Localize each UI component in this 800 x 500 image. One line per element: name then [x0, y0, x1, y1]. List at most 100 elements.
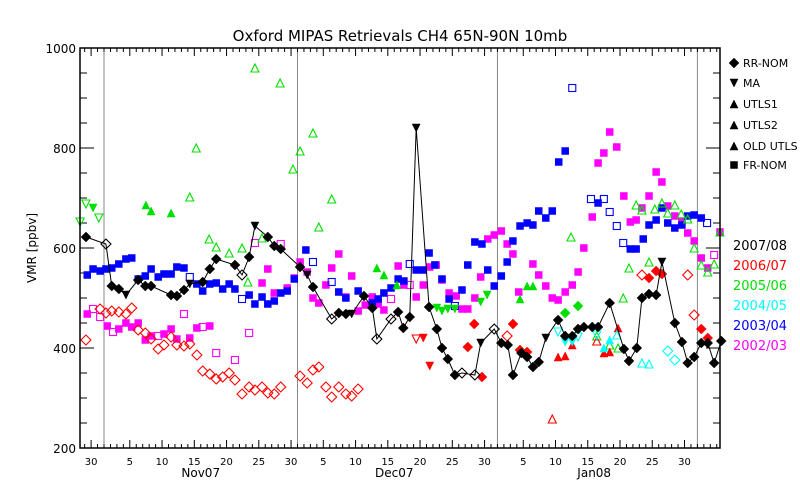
data-point	[354, 287, 362, 295]
data-point	[484, 266, 492, 274]
data-point	[521, 351, 533, 363]
legend-year-label: 2002/03	[733, 339, 787, 354]
data-point	[490, 282, 498, 290]
x-tick-label: 25	[646, 457, 659, 468]
data-point	[121, 290, 131, 300]
data-point	[251, 300, 259, 308]
data-point	[669, 317, 681, 329]
x-tick-label: 30	[285, 457, 298, 468]
data-point	[462, 341, 474, 353]
data-point	[276, 289, 285, 297]
data-point	[125, 302, 138, 314]
data-point	[507, 318, 519, 330]
data-point	[166, 208, 176, 218]
data-point	[256, 381, 268, 393]
data-point	[160, 330, 168, 338]
data-point	[445, 295, 453, 303]
data-point	[697, 214, 706, 222]
data-point	[657, 197, 667, 208]
data-point	[158, 339, 170, 351]
data-point	[568, 281, 577, 289]
data-point	[327, 264, 336, 272]
month-label: Nov07	[181, 466, 220, 480]
data-point	[502, 339, 514, 351]
data-point	[613, 143, 621, 151]
data-point	[552, 314, 564, 326]
x-tick-label: 25	[252, 457, 265, 468]
data-point	[193, 324, 201, 332]
x-tick-label: 5	[520, 457, 526, 468]
data-point	[243, 251, 255, 263]
data-point	[484, 235, 492, 243]
data-point	[145, 333, 157, 345]
data-point	[690, 211, 698, 219]
data-point	[307, 281, 319, 293]
data-point	[392, 306, 404, 318]
data-point	[379, 270, 389, 280]
data-point	[604, 297, 616, 309]
data-point	[301, 377, 313, 389]
data-point	[204, 233, 215, 244]
data-point	[533, 356, 545, 368]
data-point	[522, 281, 532, 291]
data-point	[366, 302, 378, 314]
data-point	[103, 322, 111, 330]
data-point	[566, 330, 578, 342]
data-point	[605, 128, 614, 136]
data-point	[107, 264, 116, 272]
data-point	[113, 283, 125, 295]
data-point	[141, 336, 150, 344]
data-point	[386, 294, 396, 304]
data-point	[245, 291, 253, 299]
data-point	[80, 334, 92, 346]
data-point	[204, 263, 216, 275]
data-point	[275, 243, 287, 255]
data-point	[658, 178, 666, 186]
data-point	[180, 264, 188, 272]
data-point	[400, 277, 408, 285]
data-point	[196, 365, 209, 377]
y-tick-label: 1000	[45, 42, 76, 56]
data-point	[639, 235, 647, 243]
month-label: Dec07	[375, 466, 414, 480]
data-point	[173, 263, 181, 271]
data-point	[605, 207, 614, 217]
data-point	[335, 250, 343, 258]
data-point	[345, 390, 358, 402]
data-point	[108, 327, 118, 337]
data-point	[225, 280, 233, 288]
data-point	[509, 250, 517, 258]
data-point	[147, 265, 155, 273]
data-point	[115, 260, 123, 268]
data-point	[574, 268, 582, 276]
legend: RR-NOM MA UTLS1 UTLS2 OLD UTLS FR-NOM 2007/08 2…	[728, 57, 798, 354]
data-point	[88, 304, 98, 314]
plot-frame	[79, 47, 721, 449]
data-point	[437, 306, 447, 316]
data-point	[295, 145, 305, 156]
data-point	[431, 323, 443, 335]
data-point	[418, 333, 428, 343]
data-point	[394, 262, 402, 270]
data-point	[476, 338, 486, 348]
data-point	[450, 304, 460, 314]
data-point	[645, 192, 653, 200]
data-point	[120, 308, 132, 320]
data-point	[658, 204, 666, 212]
data-point	[100, 307, 112, 319]
data-point	[197, 276, 209, 288]
data-point	[442, 353, 454, 365]
data-point	[669, 354, 681, 366]
data-point	[184, 338, 196, 350]
data-point	[619, 238, 628, 248]
data-point	[682, 357, 694, 369]
y-tick-label: 600	[53, 242, 76, 256]
data-point	[236, 269, 248, 281]
data-point	[548, 207, 557, 215]
data-point	[559, 330, 571, 342]
data-point	[688, 309, 700, 321]
data-point	[632, 245, 640, 253]
data-point	[605, 335, 615, 345]
data-point	[127, 323, 136, 331]
